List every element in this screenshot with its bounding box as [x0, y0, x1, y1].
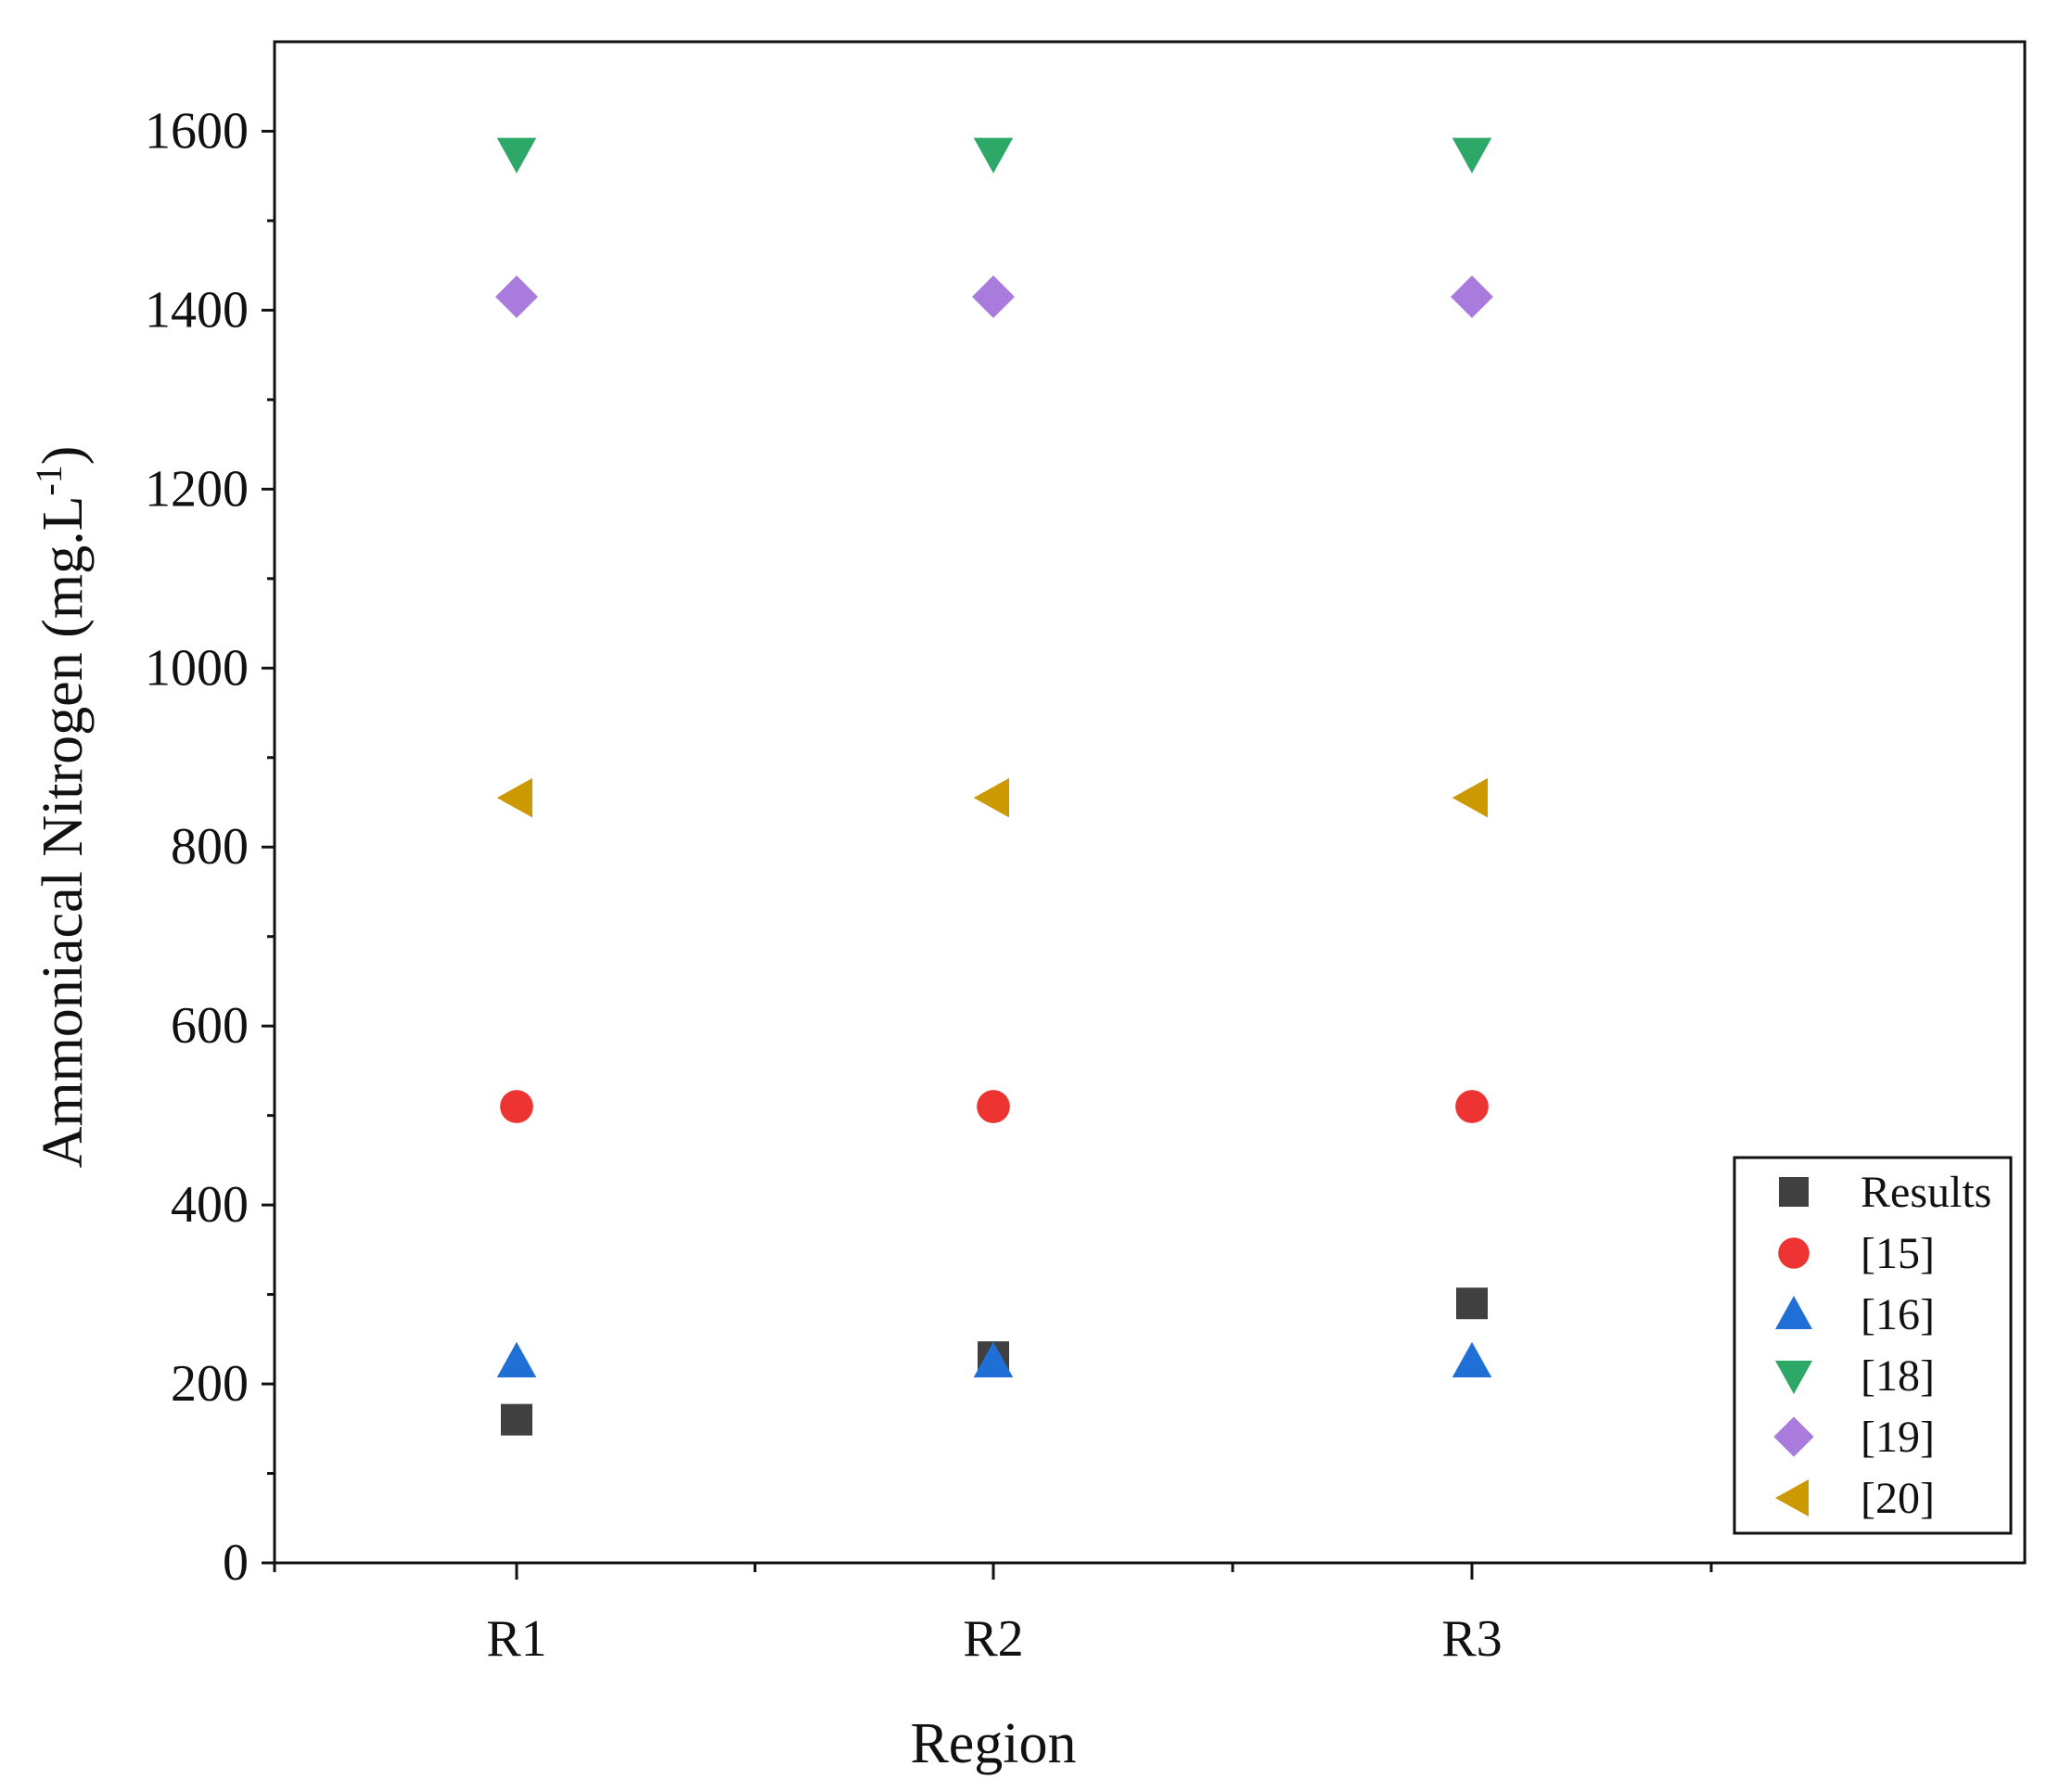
- data-point-diamond: [972, 275, 1015, 318]
- y-tick-label: 200: [171, 1355, 249, 1413]
- y-axis: 0 200 400 600 800 1000 1200 1400 1600: [145, 102, 275, 1592]
- series-triangle-down: [496, 137, 1492, 173]
- data-point-square: [1456, 1287, 1488, 1320]
- data-point-triangle-up: [973, 1341, 1014, 1377]
- legend-label: [19]: [1861, 1413, 1935, 1462]
- y-axis-title-sup: -1: [28, 465, 70, 495]
- y-tick-label: 1400: [145, 281, 249, 339]
- legend: Results [15] [16] [18] [19] [20]: [1733, 1156, 2013, 1535]
- legend-item: [20]: [1775, 1474, 1935, 1523]
- series-circle: [500, 1090, 1489, 1123]
- y-tick-label: 0: [223, 1534, 249, 1592]
- legend-marker-triangle-left: [1775, 1479, 1809, 1517]
- legend-marker-diamond: [1773, 1416, 1814, 1457]
- legend-item: [19]: [1773, 1413, 1935, 1462]
- x-tick-label: R2: [963, 1610, 1023, 1668]
- legend-label: [16]: [1861, 1290, 1935, 1339]
- legend-item: [16]: [1775, 1290, 1935, 1339]
- series-triangle-left: [496, 777, 1488, 818]
- y-tick-label: 1600: [145, 102, 249, 160]
- y-axis-title-close: ): [32, 446, 95, 466]
- legend-marker-square: [1779, 1177, 1809, 1207]
- data-point-triangle-up: [496, 1341, 537, 1377]
- plot-border: [273, 40, 2027, 1565]
- data-point-diamond: [495, 275, 538, 318]
- legend-box: [1733, 1156, 2013, 1535]
- x-axis-title: Region: [910, 1712, 1076, 1775]
- data-series: [495, 137, 1493, 1436]
- data-point-circle: [977, 1090, 1010, 1123]
- legend-label: [20]: [1861, 1474, 1935, 1523]
- data-point-triangle-down: [973, 137, 1014, 173]
- legend-label: [18]: [1861, 1351, 1935, 1401]
- y-tick-label: 800: [171, 818, 249, 876]
- y-tick-label: 600: [171, 997, 249, 1055]
- data-point-triangle-left: [1452, 777, 1488, 818]
- legend-label: [15]: [1861, 1229, 1935, 1278]
- y-axis-title-main: Ammoniacal Nitrogen (mg.L: [32, 496, 95, 1169]
- y-axis-title: Ammoniacal Nitrogen (mg.L-1): [28, 446, 95, 1169]
- data-point-circle: [500, 1090, 533, 1123]
- legend-marker-triangle-up: [1775, 1296, 1812, 1329]
- data-point-circle: [1455, 1090, 1489, 1123]
- y-tick-label: 1200: [145, 460, 249, 518]
- data-point-triangle-up: [1452, 1341, 1492, 1377]
- legend-item: [15]: [1778, 1229, 1935, 1278]
- series-diamond: [495, 275, 1493, 318]
- data-point-triangle-down: [1452, 137, 1492, 173]
- y-tick-label: 1000: [145, 639, 249, 697]
- y-tick-label: 400: [171, 1176, 249, 1234]
- legend-marker-circle: [1778, 1237, 1810, 1269]
- legend-marker-triangle-down: [1775, 1361, 1812, 1394]
- data-point-square: [501, 1403, 532, 1436]
- x-tick-label: R3: [1441, 1610, 1502, 1668]
- legend-item: [18]: [1775, 1351, 1935, 1401]
- legend-item: Results: [1779, 1168, 1991, 1217]
- plot-frame: [273, 40, 2027, 1565]
- legend-label: Results: [1861, 1168, 1991, 1217]
- x-axis: R1 R2 R3: [273, 1563, 1713, 1668]
- x-tick-label: R1: [486, 1610, 546, 1668]
- data-point-triangle-left: [973, 777, 1009, 818]
- series-triangle-up: [496, 1341, 1492, 1377]
- data-point-triangle-left: [496, 777, 532, 818]
- data-point-diamond: [1451, 275, 1493, 318]
- data-point-triangle-down: [496, 137, 537, 173]
